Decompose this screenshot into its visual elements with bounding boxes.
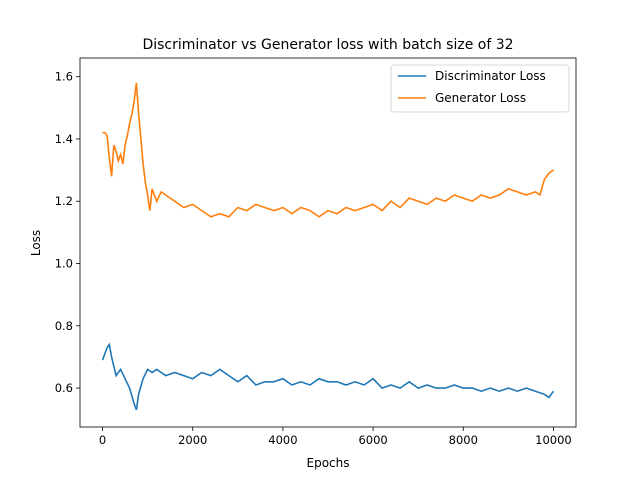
series-layer <box>101 82 555 411</box>
discriminator-loss-line <box>101 342 555 411</box>
x-tick-label: 0 <box>99 433 106 447</box>
y-axis: 0.6 0.8 1.0 1.2 1.4 1.6 <box>55 70 80 395</box>
x-tick-label: 2000 <box>178 433 207 447</box>
legend-label-generator: Generator Loss <box>435 91 526 105</box>
y-tick-label: 0.8 <box>55 319 73 333</box>
x-axis-label: Epochs <box>307 456 350 470</box>
y-axis-label: Loss <box>29 230 43 256</box>
x-tick-label: 10000 <box>535 433 572 447</box>
legend: Discriminator Loss Generator Loss <box>390 64 570 113</box>
x-axis: 0 2000 4000 6000 8000 10000 <box>99 427 572 447</box>
y-tick-label: 1.6 <box>55 70 73 84</box>
y-tick-label: 0.6 <box>55 381 73 395</box>
y-tick-label: 1.0 <box>55 257 73 271</box>
x-tick-label: 8000 <box>449 433 478 447</box>
plot-frame <box>79 57 577 428</box>
x-tick-label: 4000 <box>268 433 297 447</box>
chart-title: Discriminator vs Generator loss with bat… <box>142 37 513 53</box>
y-tick-label: 1.2 <box>55 194 73 208</box>
y-tick-label: 1.4 <box>55 132 73 146</box>
x-tick-label: 6000 <box>358 433 387 447</box>
legend-box <box>390 64 570 113</box>
generator-loss-line <box>102 82 554 218</box>
legend-label-discriminator: Discriminator Loss <box>435 69 546 83</box>
